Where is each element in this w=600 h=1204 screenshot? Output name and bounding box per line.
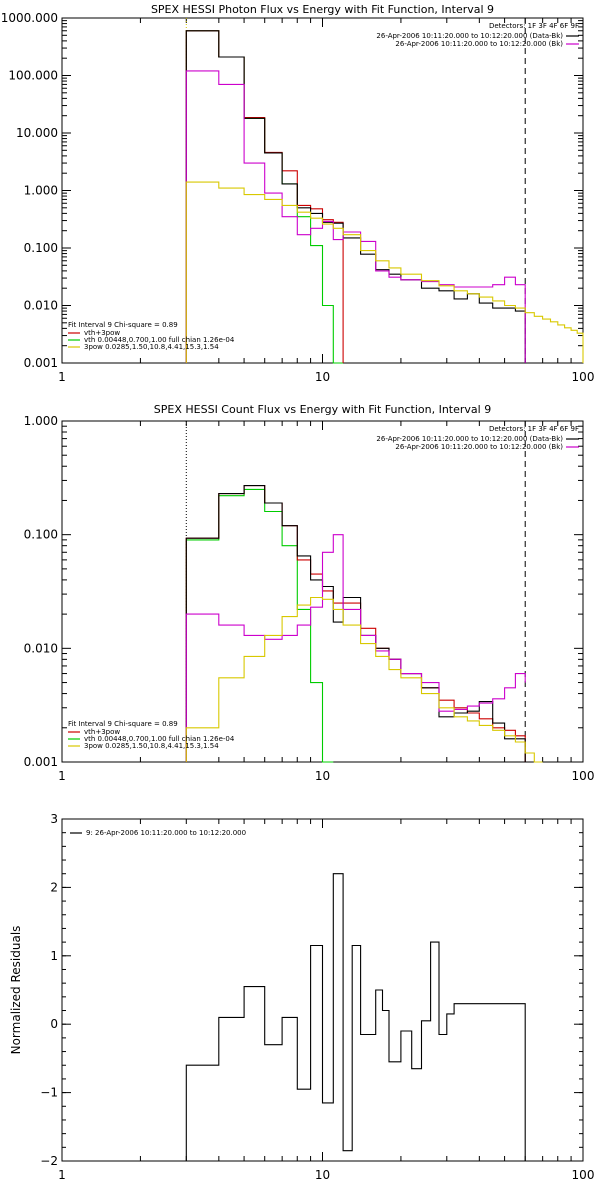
- y-tick-label-0: 0.001: [24, 356, 58, 370]
- series-line-powerlaw-0: [185, 181, 584, 363]
- fit-legend-header-1: Fit Interval 9 Chi-square = 0.89: [68, 720, 178, 728]
- legend-entry-0: 26-Apr-2006 10:11:20.000 to 10:12:20.000…: [376, 32, 563, 40]
- y-tick-label-0: 1000.000: [1, 11, 58, 25]
- fit-legend-entry-1: vth 0.00448,0.700,1.00 full chian 1.26e-…: [84, 735, 235, 743]
- legend-header-1: Detectors: 1F 3F 4F 6F 9F: [489, 425, 579, 433]
- y-tick-label-1: 0.010: [24, 641, 58, 655]
- x-tick-label-1: 10: [315, 769, 330, 783]
- series-line-total-0: [185, 30, 526, 363]
- fit-legend-entry-0: vth 0.00448,0.700,1.00 full chian 1.26e-…: [84, 336, 235, 344]
- y-tick-label-0: 0.010: [24, 299, 58, 313]
- series-line-background-1: [185, 534, 526, 762]
- y-tick-label-2: −2: [40, 1154, 58, 1168]
- series-line-background-0: [185, 70, 526, 363]
- x-tick-label-2: 1: [58, 1168, 66, 1182]
- x-tick-label-0: 10: [315, 370, 330, 384]
- y-tick-label-0: 10.000: [16, 126, 58, 140]
- x-tick-label-0: 1: [58, 370, 66, 384]
- x-tick-label-2: 10: [315, 1168, 330, 1182]
- y-tick-label-0: 0.100: [24, 241, 58, 255]
- fit-legend-entry-0: 3pow 0.0285,1.50,10.8,4.41,15.3,1.54: [84, 343, 219, 351]
- y-tick-label-2: 2: [50, 880, 58, 894]
- chart-title-1: SPEX HESSI Count Flux vs Energy with Fit…: [154, 403, 491, 416]
- fit-legend-entry-0: vth+3pow: [84, 329, 120, 337]
- y-tick-label-2: −1: [40, 1086, 58, 1100]
- y-axis-label-2: Normalized Residuals: [9, 926, 23, 1055]
- series-line-total-2: [185, 873, 526, 1161]
- y-tick-label-1: 0.001: [24, 755, 58, 769]
- y-tick-label-2: 1: [50, 949, 58, 963]
- y-tick-label-0: 1.000: [24, 184, 58, 198]
- x-tick-label-2: 100: [572, 1168, 595, 1182]
- x-tick-label-1: 1: [58, 769, 66, 783]
- residual-legend-entry: 9: 26-Apr-2006 10:11:20.000 to 10:12:20.…: [86, 829, 246, 837]
- legend-header-0: Detectors: 1F 3F 4F 6F 9F: [489, 22, 579, 30]
- y-tick-label-2: 0: [50, 1017, 58, 1031]
- y-tick-label-2: 3: [50, 812, 58, 826]
- plot-frame-0: [61, 17, 584, 364]
- series-line-powerlaw-1: [185, 596, 543, 763]
- fit-legend-entry-1: 3pow 0.0285,1.50,10.8,4.41,15.3,1.54: [84, 742, 219, 750]
- chart-title-0: SPEX HESSI Photon Flux vs Energy with Fi…: [151, 3, 494, 16]
- fit-legend-entry-1: vth+3pow: [84, 728, 120, 736]
- x-tick-label-0: 100: [572, 370, 595, 384]
- series-line-thermal-1: [185, 488, 334, 763]
- fit-legend-header-0: Fit Interval 9 Chi-square = 0.89: [68, 321, 178, 329]
- x-tick-label-1: 100: [572, 769, 595, 783]
- y-tick-label-1: 0.100: [24, 528, 58, 542]
- legend-entry-0: 26-Apr-2006 10:11:20.000 to 10:12:20.000…: [395, 40, 563, 48]
- y-tick-label-0: 100.000: [8, 69, 58, 83]
- legend-entry-1: 26-Apr-2006 10:11:20.000 to 10:12:20.000…: [395, 443, 563, 451]
- legend-entry-1: 26-Apr-2006 10:11:20.000 to 10:12:20.000…: [376, 435, 563, 443]
- y-tick-label-1: 1.000: [24, 414, 58, 428]
